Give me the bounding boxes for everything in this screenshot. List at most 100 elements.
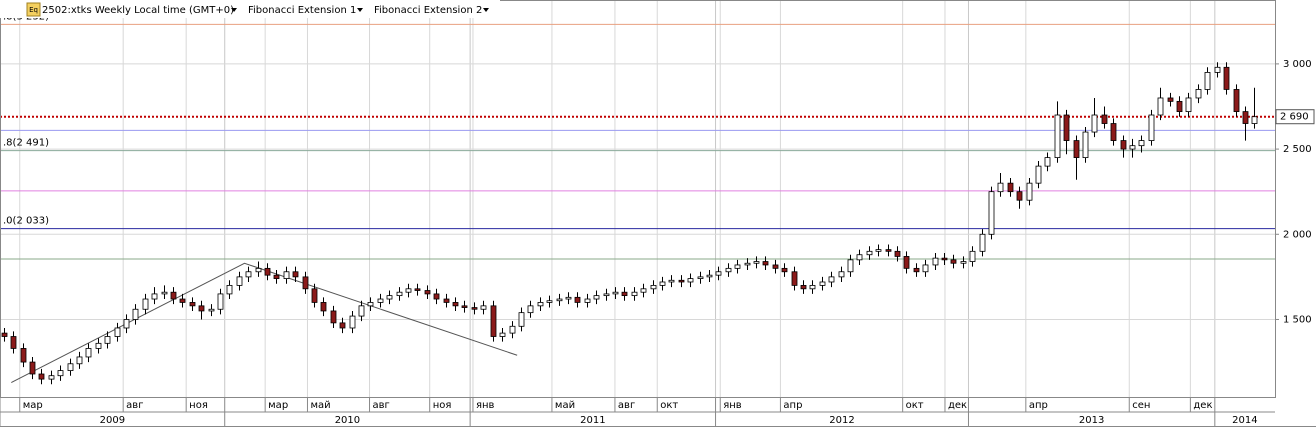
x-tick-label: мар [268,400,288,411]
candle-body [48,375,55,380]
tool-menu[interactable]: Fibonacci Extension 2 [374,5,482,16]
candle-body [208,308,215,312]
candle-body [706,274,713,278]
candle-body [556,298,563,302]
candle-body [123,319,130,329]
x-tick-label: дек [1193,400,1212,411]
candle-body [367,302,374,307]
dropdown-arrow[interactable] [357,8,363,12]
x-tick-label: окт [660,400,678,411]
plot-area: .8(3 232).8(2 491).0(2 033) [0,0,1275,397]
candle-body [67,363,74,371]
candle-body [1242,111,1249,124]
x-tick-label: ноя [189,400,208,411]
candle-body [800,284,807,290]
candle-body [38,373,45,380]
symbol-icon[interactable] [26,2,41,17]
fib-label: .0(2 033) [3,216,49,227]
candle-body [997,182,1004,193]
year-label: 2009 [100,415,125,426]
candle-body [1091,114,1098,133]
tool-menu[interactable]: Fibonacci Extension 1 [248,5,356,16]
dropdown-arrow[interactable] [483,8,489,12]
candle-body [988,191,995,235]
candle-body [189,302,196,307]
candle-body [856,254,863,261]
year-label: 2014 [1232,415,1257,426]
candle-body [565,296,572,300]
candle-body [1063,114,1070,141]
candle-body [95,342,102,349]
candle-body [1223,66,1230,90]
toolbar-bg [0,0,500,18]
candle-body [537,302,544,307]
y-tick-label: 2 000 [1283,229,1312,240]
candle-body [725,267,732,273]
candle-body [405,288,412,293]
x-tick-label: апр [1029,400,1048,411]
candle-body [584,298,591,303]
candle-body [1214,66,1221,73]
candle-body [490,305,497,337]
price-tag-label: 2 690 [1280,112,1309,123]
y-tick-label: 3 000 [1283,59,1312,70]
candle-body [283,271,290,279]
candle-body [828,276,835,283]
candle-body [471,307,478,310]
candle-body [1138,140,1145,147]
symbol-menu[interactable]: 2502:xtks Weekly Local time (GMT+0) [42,5,234,16]
candle-body [885,249,892,252]
candle-body [781,267,788,273]
candle-body [546,300,553,303]
candle-body [377,298,384,303]
x-tick-label: май [310,400,330,411]
candle-body [762,261,769,266]
candle-body [1110,123,1117,141]
candle-body [593,295,600,300]
candle-body [922,264,929,273]
candle-body [57,370,64,377]
candle-body [20,348,27,363]
y-tick-label: 2 500 [1283,144,1312,155]
candle-body [838,271,845,278]
year-label: 2012 [829,415,854,426]
x-tick-label: апр [783,400,802,411]
candle-body [979,233,986,252]
candle-body [255,267,262,273]
candle-body [1233,89,1240,113]
candle-body [527,305,534,314]
candle-body [659,281,666,286]
candle-body [443,298,450,303]
candle-body [339,322,346,329]
candle-body [1176,100,1183,113]
candle-body [715,271,722,276]
candle-body [1016,191,1023,201]
candle-body [170,291,177,300]
candle-body [76,356,83,365]
candle-body [499,332,506,337]
candle-body [969,250,976,262]
candle-body [950,259,957,264]
candle-body [1007,182,1014,193]
toolbar: Eq 2502:xtks Weekly Local time (GMT+0) F… [0,0,500,18]
candle-body [1026,182,1033,201]
icon-text: Eq [29,6,38,14]
candle-body [236,276,243,286]
candle-body [913,267,920,273]
candle-body [650,284,657,290]
candle-body [1204,72,1211,90]
x-tick-label: авг [126,400,143,411]
candle-body [452,302,459,307]
x-tick-label: ноя [433,400,452,411]
dropdown-arrow[interactable] [231,8,237,12]
plot-frame [0,0,1276,398]
candle-body [631,291,638,297]
y-tick-label: 1 500 [1283,314,1312,325]
candle-body [612,291,619,295]
candle-body [640,288,647,293]
candle-body [1101,114,1108,124]
candle-body [1185,97,1192,113]
candle-body [386,295,393,300]
